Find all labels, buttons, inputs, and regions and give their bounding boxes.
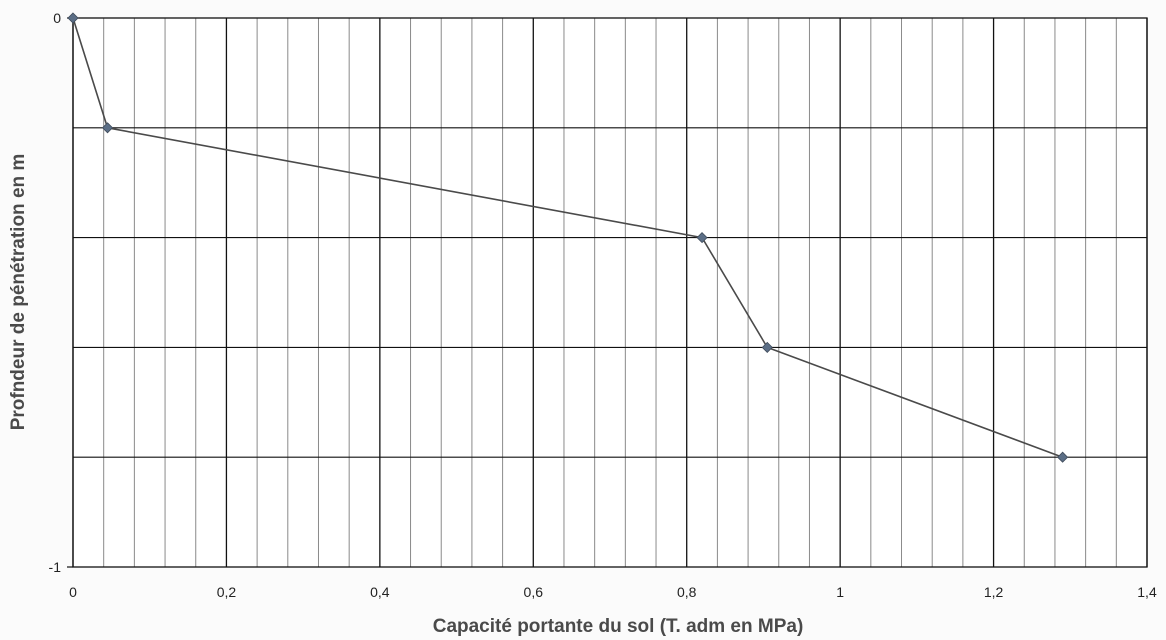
x-tick-label: 1 xyxy=(836,584,844,600)
data-point-marker xyxy=(1057,451,1069,463)
data-point-marker xyxy=(696,232,708,244)
x-tick-label: 1,2 xyxy=(984,584,1004,600)
series-layer xyxy=(67,12,1069,463)
data-point-marker xyxy=(67,12,79,24)
y-tick-label: -1 xyxy=(49,559,62,575)
x-axis-title: Capacité portante du sol (T. adm en MPa) xyxy=(433,616,804,637)
x-tick-label: 0 xyxy=(69,584,77,600)
grid-layer xyxy=(72,18,1148,567)
x-tick-label: 0,6 xyxy=(524,584,544,600)
plot-border xyxy=(72,17,1148,568)
x-tick-label: 0,8 xyxy=(677,584,697,600)
label-layer: Capacité portante du sol (T. adm en MPa)… xyxy=(8,10,1157,637)
plot-area xyxy=(73,18,1147,567)
x-tick-label: 0,2 xyxy=(217,584,237,600)
x-tick-label: 1,4 xyxy=(1137,584,1157,600)
y-axis-title: Profndeur de pénétration en m xyxy=(8,154,29,431)
data-point-marker xyxy=(761,341,773,353)
data-point-marker xyxy=(101,122,114,134)
x-tick-label: 0,4 xyxy=(370,584,390,600)
y-tick-label: 0 xyxy=(53,10,61,26)
